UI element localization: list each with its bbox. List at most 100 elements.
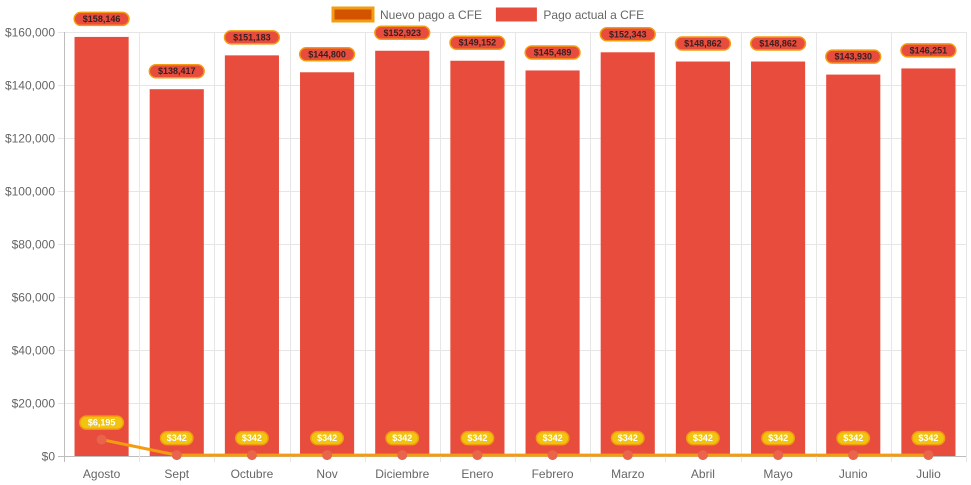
bar-data-label: $144,800 [308,49,346,59]
line-data-label: $342 [543,433,563,443]
line-data-label: $6,195 [88,418,116,428]
line-data-label-bg [460,430,495,446]
line-point [397,450,408,461]
bar [300,72,355,456]
bar-data-label-bg [749,36,807,51]
y-tick-label: $40,000 [12,344,56,358]
bar-data-label: $143,930 [834,52,872,62]
line-data-label-bg [310,430,345,446]
legend: Nuevo pago a CFE Pago actual a CFE [331,6,644,23]
line-point [848,450,859,461]
line-data-label: $342 [392,433,412,443]
bar-data-label: $148,862 [684,39,722,49]
legend-swatch-actual [495,7,537,22]
bar-data-label-bg [825,49,882,64]
x-tick-label: Sept [164,467,189,481]
legend-label-actual: Pago actual a CFE [543,8,644,22]
y-tick-label: $140,000 [5,79,55,93]
bar-data-label-bg [524,45,581,60]
line-point [547,450,558,461]
x-tick-label: Abril [691,467,715,481]
bar-data-label: $146,251 [910,45,948,55]
bar-data-label: $158,146 [83,14,121,24]
bar-data-label-bg [674,36,732,51]
bar [826,74,881,456]
line-data-label-bg [159,430,194,446]
bar [525,70,580,456]
line-point [96,434,107,445]
line-point [622,450,633,461]
bar-data-label-bg [374,25,431,41]
line-data-label: $342 [693,433,713,443]
bar [74,36,129,457]
x-tick-label: Julio [916,467,941,481]
line-data-label: $342 [467,433,487,443]
bar-series [74,36,956,457]
line-data-label-bg [234,430,269,446]
bar-data-label: $149,152 [459,38,497,48]
x-tick-label: Febrero [532,467,574,481]
line-data-label-bg [685,430,720,446]
line-data-label: $342 [618,433,638,443]
x-tick-label: Mayo [763,467,793,481]
line-point [171,450,182,461]
bar [751,61,806,457]
line-point [322,450,333,461]
line-data-label: $342 [843,433,863,443]
bar-data-label: $138,417 [158,66,196,76]
bar [149,89,204,456]
line-data-label: $342 [167,433,187,443]
line-point [246,450,257,461]
line-data-label-bg [911,430,946,446]
line-data-label-bg [610,430,645,446]
x-tick-label: Octubre [231,467,274,481]
x-tick-label: Junio [839,467,868,481]
data-labels: $158,146 $138,417 $151,183 $144,800 $152,923… [73,11,957,446]
line-data-label-bg [836,430,871,446]
legend-label-nuevo: Nuevo pago a CFE [380,8,482,22]
line-point [697,450,708,461]
line-data-label: $342 [242,433,262,443]
bar-data-label: $148,862 [759,39,797,49]
bar-data-label-bg [599,27,656,42]
y-tick-label: $20,000 [12,397,56,411]
bar-data-label-bg [223,30,281,45]
y-tick-label: $160,000 [5,26,55,40]
line-data-label-bg [385,430,420,446]
bar-data-label-bg [449,35,506,50]
line-data-label-bg [535,430,570,446]
y-tick-label: $60,000 [12,291,56,305]
x-tick-label: Agosto [83,467,121,481]
y-tick-label: $0 [42,450,56,464]
bar [224,55,279,456]
x-tick-label: Diciembre [375,467,429,481]
bar-data-label: $151,183 [233,32,271,42]
y-tick-label: $80,000 [12,238,56,252]
line-data-label: $342 [317,433,337,443]
bar-data-label-bg [298,47,356,62]
line-point [472,450,483,461]
bar-data-label-bg [900,43,957,58]
x-tick-label: Nov [316,467,337,481]
y-axis: $0 $20,000 $40,000 $60,000 $80,000 $100,000 $1… [5,26,55,464]
bar-data-label: $152,923 [383,28,421,38]
line-point [923,450,934,461]
legend-swatch-nuevo [331,6,375,23]
x-tick-label: Marzo [611,467,645,481]
line-series [96,434,934,461]
bar-data-label-bg [148,63,205,79]
bar-data-label: $152,343 [609,29,647,39]
line-data-label-bg [79,415,125,430]
line-path [101,438,929,457]
bar [375,50,430,456]
bar [600,52,655,457]
line-data-label: $342 [768,433,788,443]
y-tick-label: $120,000 [5,132,55,146]
line-point [773,450,784,461]
grid-lines [58,32,967,462]
bar [675,61,730,457]
bar [450,60,505,457]
y-tick-label: $100,000 [5,185,55,199]
bar-data-label-bg [73,11,130,27]
